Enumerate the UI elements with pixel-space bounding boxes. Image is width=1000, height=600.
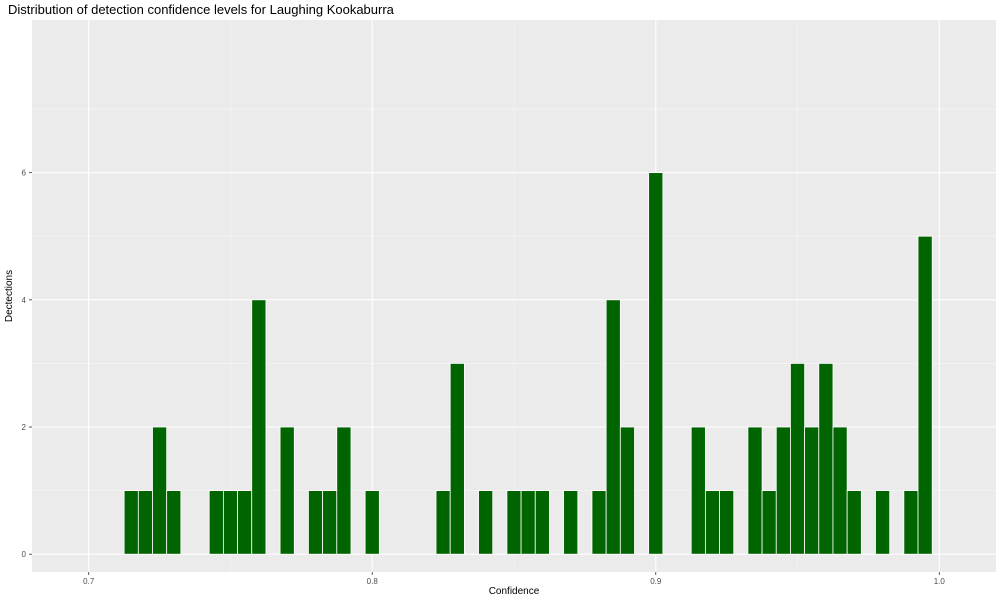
histogram-bar [364,490,380,555]
histogram-bar [123,490,139,555]
histogram-bar [804,426,820,555]
histogram-bars [123,172,933,555]
y-tick-label: 6 [22,169,27,178]
histogram-bar [308,490,324,555]
histogram-bar [875,490,891,555]
histogram-bar [704,490,720,555]
y-tick-label: 4 [22,296,27,305]
histogram-bar [449,363,465,555]
histogram-bar [690,426,706,555]
histogram-bar [619,426,635,555]
histogram-bar [251,299,267,555]
histogram-bar [775,426,791,555]
histogram-bar [818,363,834,555]
histogram-bar [237,490,253,555]
histogram-bar [166,490,182,555]
histogram-bar [563,490,579,555]
histogram-bar [478,490,494,555]
histogram-bar [208,490,224,555]
histogram-bar [222,490,238,555]
histogram-bar [520,490,536,555]
chart-title: Distribution of detection confidence lev… [8,2,394,17]
x-tick-label: 1.0 [934,577,946,586]
histogram-bar [279,426,295,555]
y-tick-label: 0 [22,550,27,559]
histogram-bar [832,426,848,555]
x-tick-label: 0.7 [83,577,95,586]
histogram-bar [506,490,522,555]
histogram-bar [152,426,168,555]
y-axis-title: Dectections [4,270,15,322]
histogram-bar [435,490,451,555]
histogram-bar [322,490,338,555]
histogram-bar [534,490,550,555]
histogram-bar [917,235,933,555]
histogram-bar [591,490,607,555]
y-axis-ticks: 0 2 4 6 [22,169,32,559]
histogram-bar [605,299,621,555]
histogram-bar [747,426,763,555]
histogram-bar [719,490,735,555]
y-tick-label: 2 [22,423,27,432]
x-axis-ticks: 0.7 0.8 0.9 1.0 [83,572,945,586]
histogram-bar [137,490,153,555]
x-tick-label: 0.8 [367,577,379,586]
histogram-bar [761,490,777,555]
x-axis-title: Confidence [489,586,540,597]
histogram-bar [336,426,352,555]
histogram-bar [648,172,664,555]
histogram-bar [903,490,919,555]
x-tick-label: 0.9 [650,577,662,586]
histogram-bar [846,490,862,555]
histogram-bar [790,363,806,555]
